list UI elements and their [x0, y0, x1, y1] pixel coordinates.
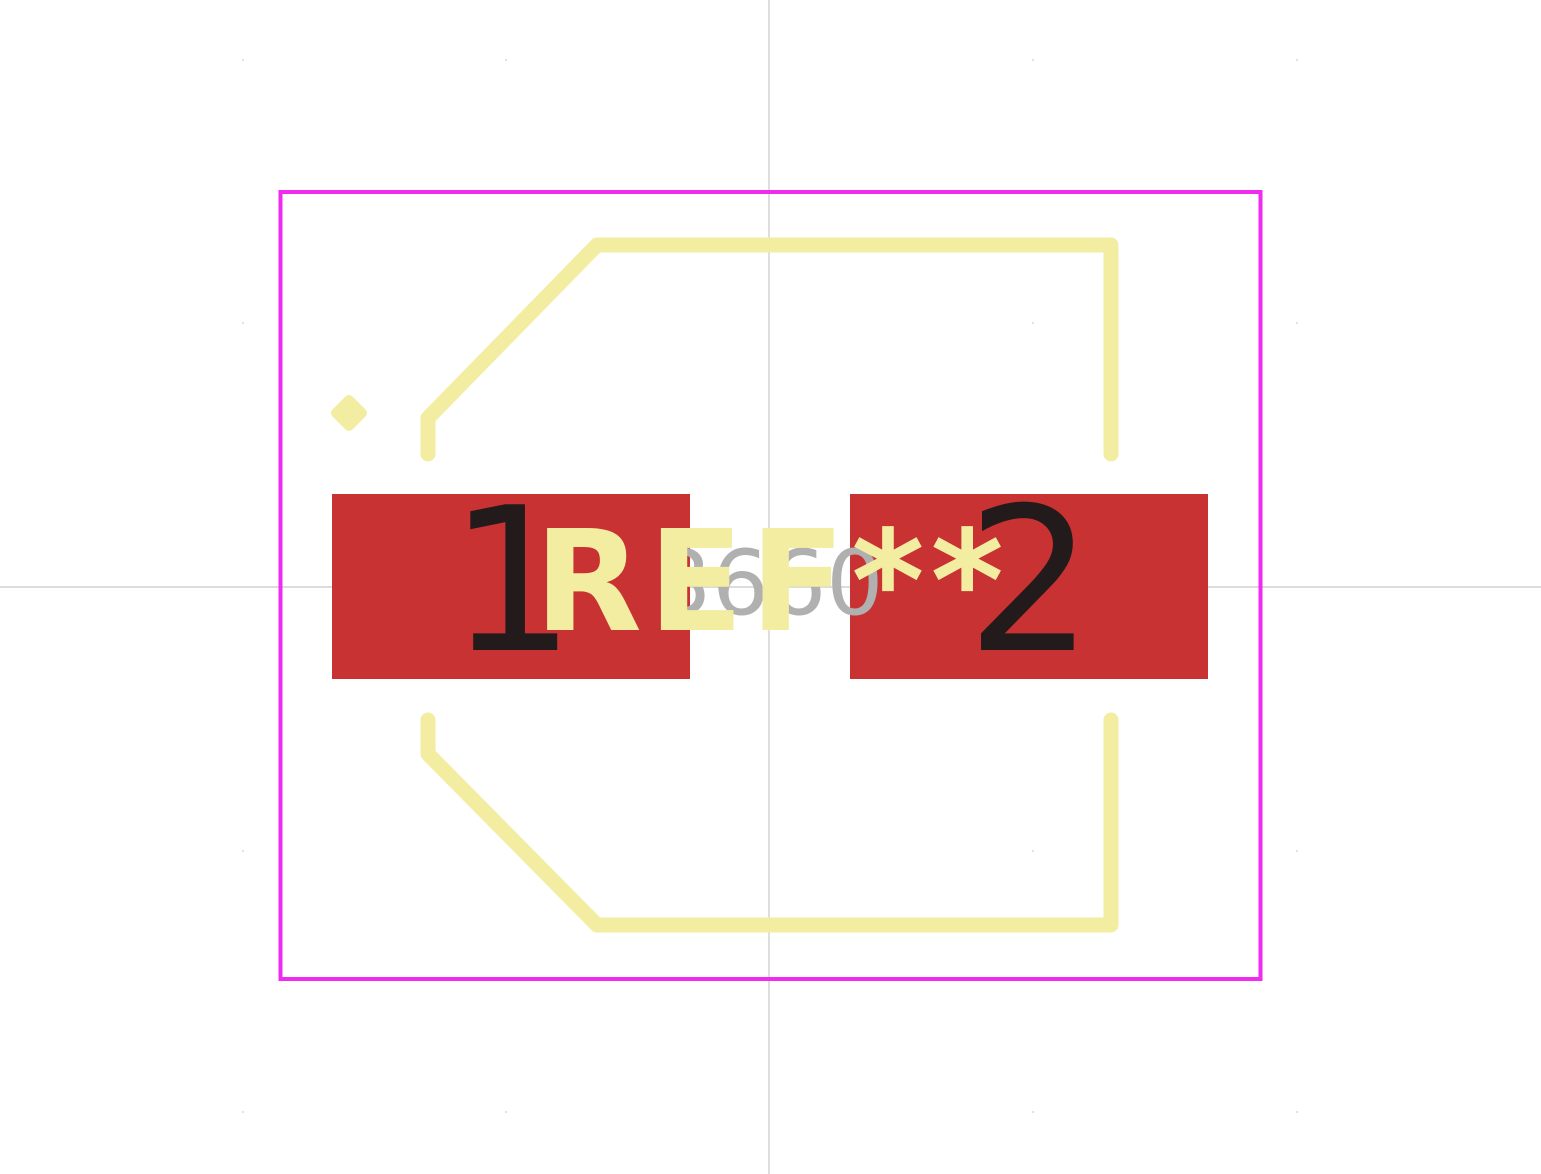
silkscreen-outline[interactable]	[420, 237, 1119, 933]
pad-2-number: 2	[966, 465, 1093, 698]
grid-dots	[242, 59, 1298, 1113]
silkscreen-top-segment	[420, 237, 1119, 462]
pad-1[interactable]	[332, 494, 690, 679]
pin1-marker-icon	[331, 395, 367, 431]
courtyard-outline[interactable]	[278, 190, 1263, 981]
pad-1-number: 1	[448, 465, 575, 698]
reference-designator[interactable]: REF**	[534, 501, 1010, 664]
silkscreen-bottom-segment	[420, 712, 1119, 933]
footprint-value-text: 3660	[654, 531, 883, 636]
pad-2[interactable]	[850, 494, 1208, 679]
